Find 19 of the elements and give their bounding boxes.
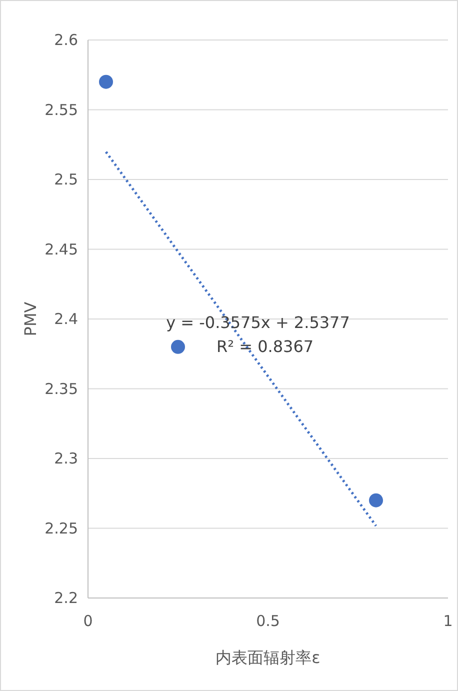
point <box>171 340 185 354</box>
x-tick-label: 0.5 <box>256 612 280 630</box>
y-axis-title: PMV <box>21 302 40 336</box>
y-tick-label: 2.4 <box>54 310 78 328</box>
y-tick-label: 2.35 <box>44 380 78 398</box>
point <box>99 74 113 89</box>
x-tick-label: 1 <box>443 612 453 630</box>
x-tick-label: 0 <box>83 612 93 630</box>
y-tick-label: 2.55 <box>44 100 78 119</box>
y-tick-label: 2.45 <box>44 240 78 258</box>
y-tick-label: 2.6 <box>54 31 78 49</box>
annotation: y = -0.3575x + 2.5377 <box>166 313 350 332</box>
y-tick-label: 2.2 <box>54 589 78 607</box>
y-tick-label: 2.25 <box>44 519 78 538</box>
annotation: R² = 0.8367 <box>216 337 314 356</box>
y-tick-label: 2.3 <box>54 450 78 468</box>
y-tick-label: 2.5 <box>54 170 78 188</box>
point <box>369 493 383 508</box>
x-axis-title: 内表面辐射率ε <box>216 648 320 667</box>
